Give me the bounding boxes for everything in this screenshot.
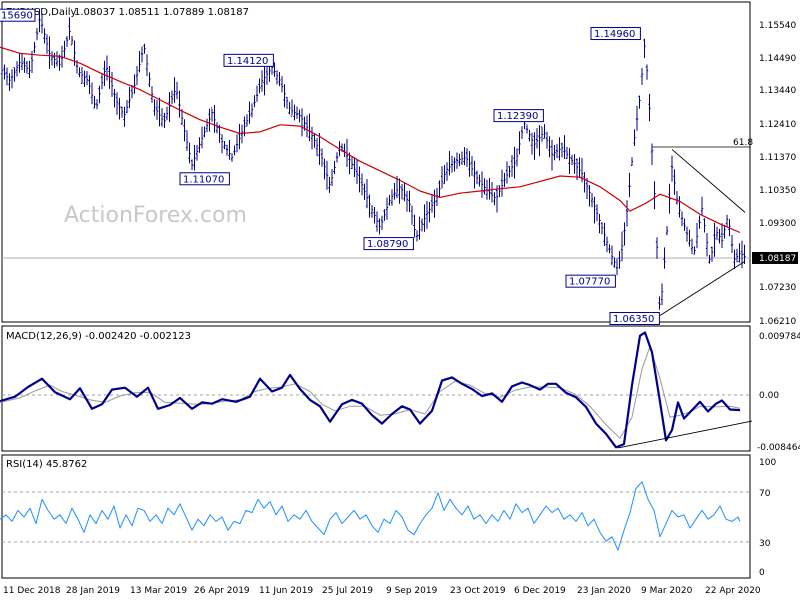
x-tick: 11 Jun 2019	[259, 586, 313, 596]
rsi-layer	[0, 481, 741, 551]
fib-618-label: 61.8	[733, 138, 753, 148]
swing-label: 1.07770	[569, 277, 610, 288]
macd-y-tick: 0.009784	[759, 332, 800, 342]
swing-label-box	[363, 237, 414, 251]
macd-line	[0, 331, 741, 449]
swing-label: 15690	[1, 11, 33, 22]
x-tick: 6 Dec 2019	[514, 586, 566, 596]
swing-label: 1.11070	[183, 174, 224, 185]
x-axis: 11 Dec 2018 28 Jan 2019 13 Mar 2019 26 A…	[3, 586, 761, 596]
macd-y-tick: 0.00	[759, 391, 779, 401]
price-y-tick: 1.06210	[759, 317, 796, 327]
price-y-axis: 1.15540 1.14490 1.13440 1.12410 1.11370 …	[759, 21, 796, 327]
watermark: ActionForex.com	[64, 203, 247, 228]
swing-label-box	[565, 274, 616, 288]
x-tick: 22 Apr 2020	[705, 586, 761, 596]
price-y-tick: 1.15540	[759, 21, 796, 31]
rsi-y-tick: 70	[759, 489, 771, 499]
macd-y-axis: 0.009784 0.00 -0.008464	[757, 332, 800, 453]
price-y-tick: 1.10350	[759, 186, 796, 196]
swing-label-box	[609, 312, 660, 326]
x-tick: 13 Mar 2019	[130, 586, 187, 596]
swing-label: 1.14120	[227, 56, 268, 67]
rsi-y-axis: 100 70 30 0	[759, 458, 776, 578]
triangle-upper-line	[671, 149, 746, 213]
macd-layer	[0, 331, 753, 449]
x-tick: 23 Jan 2020	[577, 586, 631, 596]
macd-trendline	[617, 420, 753, 449]
price-title: EURUSD,Daily	[6, 7, 77, 18]
swing-label-box	[179, 172, 230, 186]
price-y-tick: 1.09300	[759, 219, 796, 229]
ohlc-values: 1.08037 1.08511 1.07889 1.08187	[74, 7, 249, 18]
price-y-tick: 1.07230	[759, 283, 796, 293]
price-y-tick: 1.11370	[759, 153, 796, 163]
swing-label-layer: 15690 1.11070 1.14120 1.08790 1.12390 1.14960…	[0, 8, 660, 326]
swing-label: 1.12390	[497, 111, 538, 122]
swing-label: 1.06350	[613, 314, 654, 325]
x-tick: 9 Sep 2019	[386, 586, 438, 596]
macd-y-tick: -0.008464	[757, 443, 800, 453]
rsi-line	[0, 481, 741, 551]
rsi-y-tick: 0	[759, 568, 765, 578]
rsi-y-tick: 100	[759, 458, 776, 468]
x-tick: 25 Jul 2019	[322, 586, 373, 596]
macd-title: MACD(12,26,9) -0.002420 -0.002123	[6, 331, 191, 342]
x-tick: 26 Apr 2019	[194, 586, 250, 596]
price-layer	[0, 8, 746, 316]
price-y-tick: 1.13440	[759, 86, 796, 96]
swing-label-box	[223, 53, 274, 67]
price-y-tick: 1.12410	[759, 120, 796, 130]
x-tick: 23 Oct 2019	[450, 586, 506, 596]
swing-label-box	[0, 8, 36, 22]
rsi-panel-frame	[1, 454, 751, 579]
x-tick: 9 Mar 2020	[641, 586, 693, 596]
macd-panel-frame	[1, 325, 751, 452]
triangle-lower-line	[659, 260, 746, 316]
swing-label: 1.08790	[367, 239, 408, 250]
price-y-tick: 1.14490	[759, 54, 796, 64]
x-tick: 11 Dec 2018	[3, 586, 61, 596]
rsi-y-tick: 30	[759, 539, 771, 549]
price-panel-frame	[1, 1, 751, 323]
swing-label-box	[493, 109, 544, 123]
x-tick: 28 Jan 2019	[66, 586, 120, 596]
rsi-title: RSI(14) 45.8762	[6, 459, 87, 470]
moving-average-line	[0, 46, 741, 234]
current-price-tag	[752, 252, 798, 264]
swing-label: 1.14960	[594, 29, 635, 40]
swing-label-box	[590, 27, 641, 41]
current-price-value: 1.08187	[759, 254, 796, 264]
